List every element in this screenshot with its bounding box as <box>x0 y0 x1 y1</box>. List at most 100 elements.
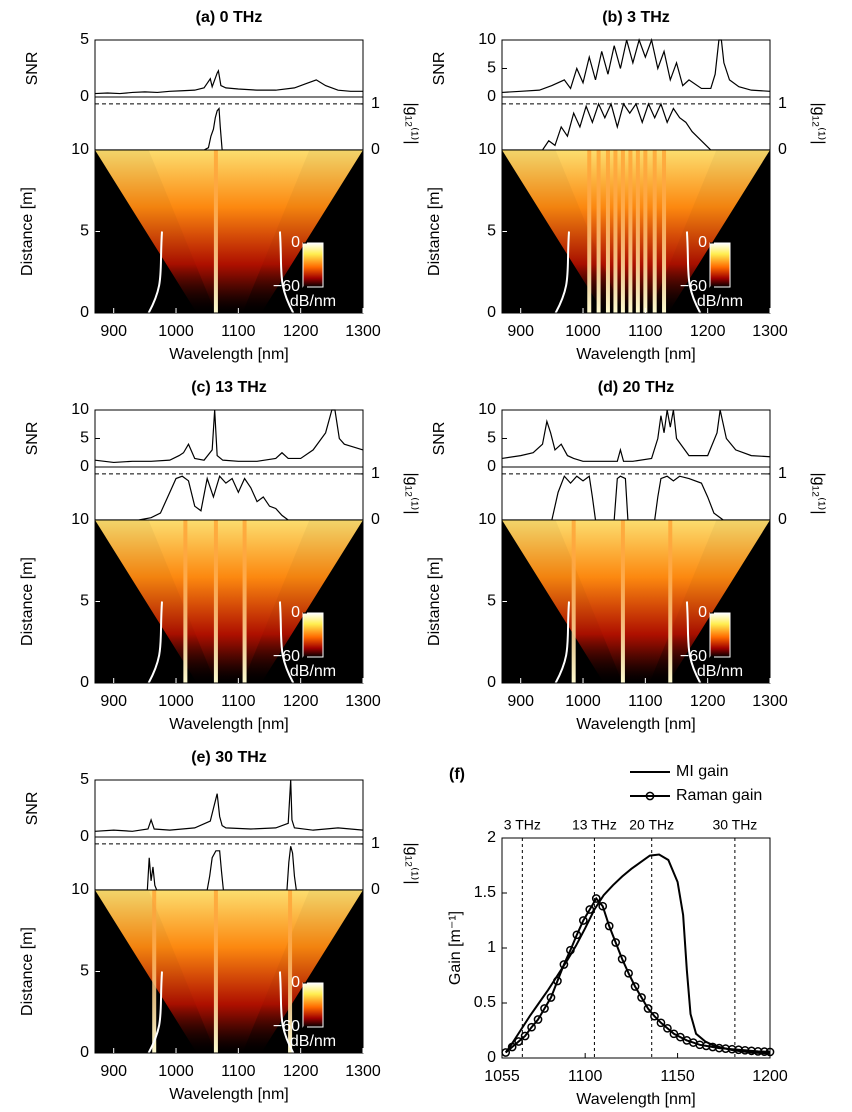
x-tick-label: 1000 <box>565 323 601 340</box>
x-axis-label: Wavelength [nm] <box>169 1086 288 1103</box>
y-tick-label: 5 <box>487 593 496 610</box>
y-tick-label: 5 <box>80 223 89 240</box>
data-point <box>572 930 582 940</box>
y-tick-label: 0 <box>80 674 89 691</box>
filament <box>183 520 188 683</box>
data-point <box>760 1047 769 1056</box>
x-axis-label: Wavelength [nm] <box>169 346 288 363</box>
data-point <box>546 993 556 1002</box>
plot-frame <box>501 837 771 1059</box>
y-axis-label: Distance [m] <box>426 557 443 646</box>
colorbar-label: dB/nm <box>290 293 336 310</box>
mi-boundary <box>278 231 295 314</box>
filament <box>213 520 218 683</box>
colorbar-label: dB/nm <box>290 1033 336 1050</box>
y-tick-label: 10 <box>478 511 496 528</box>
map-fan-core <box>148 520 310 683</box>
data-point <box>765 1047 775 1057</box>
data-point <box>624 968 633 978</box>
x-tick-label: 1000 <box>158 693 194 710</box>
mi-boundary <box>685 231 702 314</box>
mi-boundary <box>554 601 570 684</box>
x-tick-label: 1200 <box>690 693 726 710</box>
x-tick-label: 900 <box>100 323 127 340</box>
y-axis-label: SNR <box>24 52 41 86</box>
y-tick-label: 1.5 <box>474 884 496 901</box>
y-tick-label: 5 <box>80 593 89 610</box>
y-axis-label: SNR <box>24 792 41 826</box>
data-point <box>676 1032 685 1042</box>
colorbar-tick-label: −60 <box>273 648 300 665</box>
y-tick-label: 0 <box>487 458 496 475</box>
filament <box>587 150 592 313</box>
data-point <box>507 1042 517 1052</box>
y-tick-label: 5 <box>80 771 89 788</box>
filament <box>620 150 625 313</box>
reference-label: 3 THz <box>504 817 541 833</box>
colorbar <box>302 612 324 658</box>
subplot-frame <box>501 466 771 521</box>
data-point <box>611 938 621 947</box>
map-frame <box>94 889 364 1054</box>
y-tick-label: 0 <box>80 828 89 845</box>
subplot-frame <box>501 39 771 98</box>
y-tick-label: 0 <box>371 511 380 528</box>
map-fan-core <box>148 150 310 313</box>
x-tick-label: 1200 <box>283 693 319 710</box>
colorbar-tick-label: 0 <box>291 604 300 621</box>
y-tick-label: 0 <box>487 674 496 691</box>
y-tick-label: 5 <box>487 223 496 240</box>
y-tick-label: 10 <box>71 511 89 528</box>
y-tick-label: 0 <box>778 511 787 528</box>
colorbar-tick-label: −60 <box>680 648 707 665</box>
y-tick-label: 0 <box>487 304 496 321</box>
colorbar-tick-label: 0 <box>291 974 300 991</box>
data-point <box>617 954 627 964</box>
colorbar <box>302 982 324 1028</box>
x-tick-label: 1100 <box>221 693 256 710</box>
y-tick-label: 0 <box>80 88 89 105</box>
y-tick-label: 0 <box>80 1044 89 1061</box>
legend-label: Raman gain <box>676 787 762 804</box>
x-tick-label: 900 <box>100 1063 127 1080</box>
x-tick-label: 1100 <box>221 323 256 340</box>
x-tick-label: 1200 <box>283 1063 319 1080</box>
x-tick-label: 1200 <box>690 323 726 340</box>
x-tick-label: 900 <box>100 693 127 710</box>
filament <box>635 150 640 313</box>
y-tick-label: 0 <box>80 304 89 321</box>
trace <box>95 106 363 151</box>
y-tick-label: 1 <box>487 939 496 956</box>
y-axis-label: |g₁₂⁽¹⁾| <box>403 102 420 144</box>
y-tick-label: 5 <box>80 31 89 48</box>
y-tick-label: 5 <box>487 60 496 77</box>
trace <box>502 102 770 151</box>
reference-label: 20 THz <box>629 817 674 833</box>
x-tick-label: 1100 <box>568 1068 603 1085</box>
data-point <box>501 1048 511 1057</box>
y-tick-label: 5 <box>487 430 496 447</box>
y-tick-label: 10 <box>478 141 496 158</box>
trace <box>94 409 364 464</box>
x-tick-label: 1100 <box>628 323 663 340</box>
filament <box>652 150 657 313</box>
data-point <box>578 916 588 925</box>
colorbar-tick-label: 0 <box>291 234 300 251</box>
mi-boundary <box>147 601 163 684</box>
y-tick-label: 1 <box>778 95 787 112</box>
colorbar-label: dB/nm <box>697 293 743 310</box>
y-tick-label: 10 <box>478 401 496 418</box>
y-axis-label: Distance [m] <box>426 187 443 276</box>
y-tick-label: 10 <box>71 881 89 898</box>
subplot-frame <box>94 836 364 891</box>
x-tick-label: 1000 <box>158 1063 194 1080</box>
filament <box>596 150 601 313</box>
data-point <box>637 993 646 1002</box>
x-tick-label: 1200 <box>283 323 319 340</box>
y-tick-label: 10 <box>71 141 89 158</box>
y-tick-label: 1 <box>371 465 380 482</box>
map-fan-core <box>148 890 310 1053</box>
y-axis-label: SNR <box>24 422 41 456</box>
filament <box>288 890 293 1053</box>
filament <box>152 890 157 1053</box>
